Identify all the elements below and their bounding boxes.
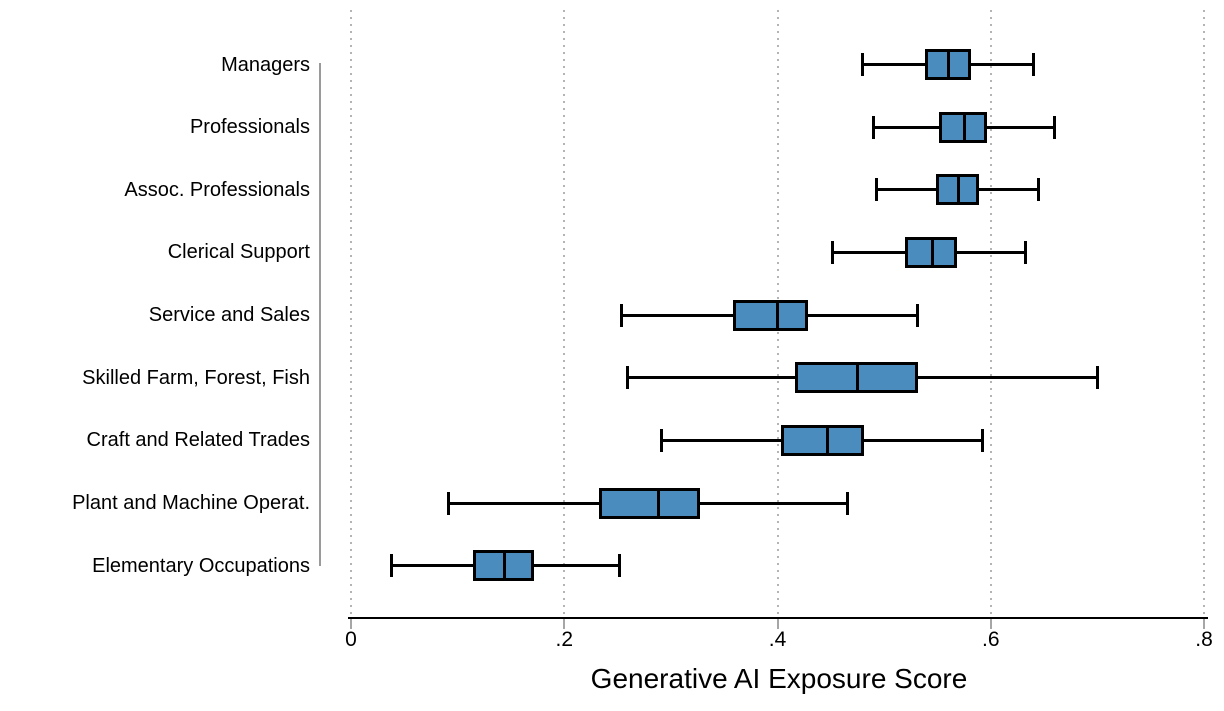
gridline (350, 10, 352, 618)
category-label: Professionals (189, 116, 310, 139)
x-tick-label: .2 (555, 628, 574, 651)
category-label: Elementary Occupations (92, 554, 310, 577)
box (599, 487, 701, 519)
category-label: Plant and Machine Operat. (72, 492, 310, 515)
median-line (962, 111, 966, 143)
whisker-cap-right (618, 554, 622, 578)
median-line (826, 424, 830, 456)
category-label: Managers (221, 53, 310, 76)
category-label: Service and Sales (148, 304, 310, 327)
whisker-cap-left (390, 554, 394, 578)
median-line (930, 236, 934, 268)
category-label: Craft and Related Trades (86, 429, 310, 452)
x-tick-label: 0 (345, 628, 357, 651)
x-tick (989, 619, 992, 629)
whisker-cap-left (446, 491, 450, 515)
category-axis-line (319, 63, 321, 566)
gridline (1203, 10, 1205, 618)
gridline (989, 10, 992, 618)
x-tick (1203, 619, 1205, 629)
median-line (946, 49, 950, 80)
whisker-cap-left (625, 366, 629, 390)
whisker-cap-left (861, 53, 865, 76)
median-line (503, 550, 507, 582)
x-tick (776, 619, 779, 629)
whisker-cap-right (1037, 178, 1041, 202)
whisker-cap-left (659, 428, 663, 452)
x-tick-label: .8 (1195, 628, 1213, 651)
median-line (855, 362, 859, 394)
median-line (656, 487, 660, 519)
gridline (563, 10, 566, 618)
x-axis-title: Generative AI Exposure Score (590, 663, 968, 694)
x-axis-line (348, 617, 1208, 619)
whisker-cap-right (1095, 366, 1099, 390)
whisker-cap-right (846, 491, 850, 515)
whisker-cap-right (1024, 240, 1028, 264)
median-line (776, 299, 779, 331)
whisker-cap-left (620, 303, 624, 327)
whisker-cap-right (1031, 53, 1035, 76)
whisker-cap-left (831, 240, 835, 264)
x-tick (563, 619, 566, 629)
whisker-cap-right (980, 428, 984, 452)
whisker-cap-right (915, 303, 919, 327)
x-tick-label: .4 (768, 628, 787, 651)
box (781, 424, 865, 456)
whisker-cap-left (875, 178, 879, 202)
category-label: Skilled Farm, Forest, Fish (82, 366, 310, 389)
whisker-cap-left (871, 115, 875, 139)
whisker-cap-right (1053, 115, 1057, 139)
category-label: Assoc. Professionals (124, 178, 310, 201)
median-line (957, 174, 961, 206)
category-label: Clerical Support (167, 241, 310, 264)
x-tick (350, 619, 352, 629)
x-tick-label: .6 (981, 628, 1000, 651)
box (733, 299, 808, 331)
